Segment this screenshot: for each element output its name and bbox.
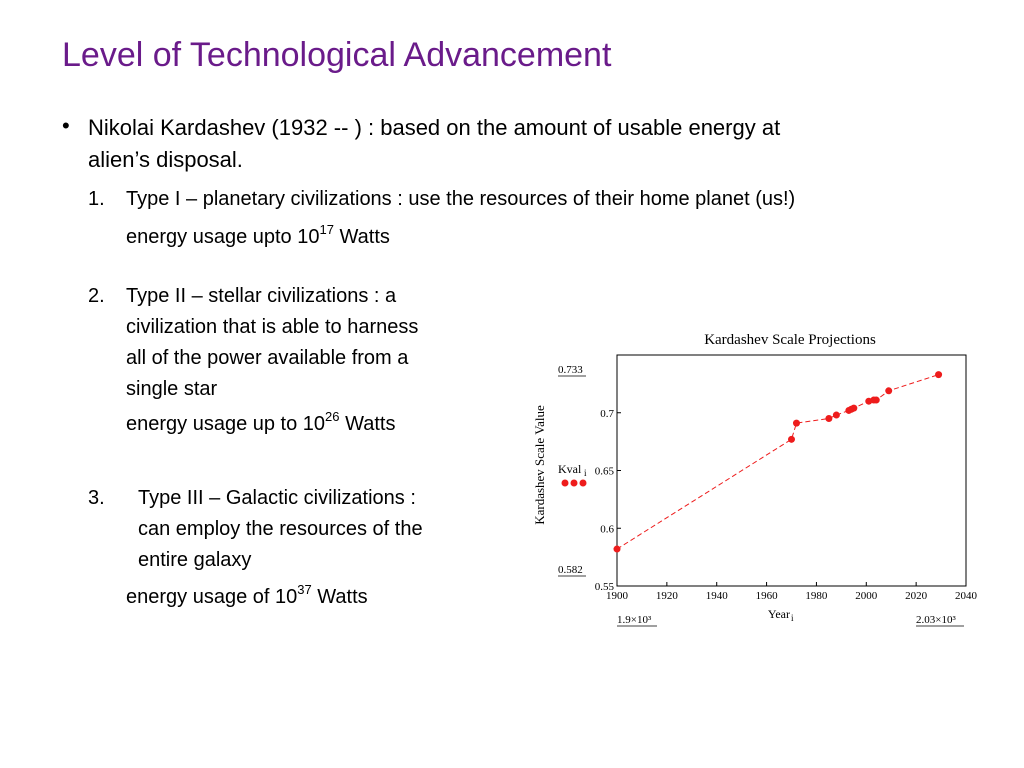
page-title: Level of Technological Advancement <box>62 36 612 74</box>
item2-line-2: civilization that is able to harness <box>126 316 419 338</box>
bullet-line-1: Nikolai Kardashev (1932 -- ) : based on … <box>88 115 781 140</box>
data-point <box>935 371 943 379</box>
bullet-line-2: alien’s disposal. <box>88 147 243 172</box>
item3-energy: energy usage of 1037 Watts <box>126 582 368 612</box>
item1-number: 1. <box>88 188 105 210</box>
legend-marker-2 <box>570 479 578 487</box>
data-point <box>788 435 795 443</box>
legend-label: Kval <box>558 462 582 476</box>
item3-line-2: can employ the resources of the <box>138 518 423 540</box>
x-tick-label: 1900 <box>606 590 629 602</box>
item3-energy-prefix: energy usage of 10 <box>126 586 298 608</box>
y-axis-label: Kardashev Scale Value <box>532 405 547 525</box>
x-range-right-label: 2.03×10³ <box>916 614 956 626</box>
item2-energy: energy usage up to 1026 Watts <box>126 409 395 439</box>
item2-number: 2. <box>88 285 105 307</box>
kardashev-chart: Kardashev Scale Projections Kardashev Sc… <box>532 332 978 627</box>
data-point <box>872 396 880 404</box>
data-point <box>792 419 800 427</box>
data-point <box>850 404 858 412</box>
legend-marker-3 <box>579 479 587 487</box>
x-tick-label: 2020 <box>905 590 928 602</box>
item2-energy-exp: 26 <box>325 409 340 424</box>
x-tick-label: 1940 <box>706 590 729 602</box>
axis-ticks: 1900 1920 1940 1960 1980 2000 2020 2040 0.55 0.6 0… <box>595 408 978 602</box>
item1-text: Type I – planetary civilizations : use t… <box>126 188 796 210</box>
y-tick-label: 0.6 <box>600 523 614 535</box>
legend-label-subscript: i <box>584 468 587 478</box>
chart-title: Kardashev Scale Projections <box>704 332 876 348</box>
series-line <box>616 374 939 550</box>
data-point <box>885 387 893 395</box>
item3-line-1: Type III – Galactic civilizations : <box>138 487 416 509</box>
y-range-bottom-label: 0.582 <box>558 564 583 576</box>
x-axis-label: Year i <box>768 607 794 623</box>
item3-number: 3. <box>88 487 105 509</box>
x-tick-label: 2040 <box>955 590 978 602</box>
bullet-dot: • <box>62 113 70 138</box>
item3-energy-suffix: Watts <box>311 586 368 608</box>
item1-energy-exp: 17 <box>319 222 334 237</box>
x-tick-label: 1960 <box>756 590 779 602</box>
item1-energy-suffix: Watts <box>333 226 390 248</box>
y-axis-label-group: Kardashev Scale Value <box>532 405 547 525</box>
item2-energy-suffix: Watts <box>339 413 396 435</box>
item2-line-1: Type II – stellar civilizations : a <box>126 285 397 307</box>
x-tick-label: 1920 <box>656 590 679 602</box>
plot-frame <box>616 354 967 587</box>
item3-energy-exp: 37 <box>297 582 312 597</box>
y-tick-label: 0.55 <box>595 581 615 593</box>
item1-energy-prefix: energy usage upto 10 <box>126 226 320 248</box>
x-axis-label-text: Year <box>768 607 790 621</box>
legend-marker-1 <box>561 479 569 487</box>
data-point <box>613 545 621 553</box>
item2-energy-prefix: energy usage up to 10 <box>126 413 326 435</box>
x-tick-label: 2000 <box>855 590 878 602</box>
item1-energy: energy usage upto 1017 Watts <box>126 222 390 252</box>
data-point <box>832 411 840 419</box>
x-axis-label-subscript: i <box>791 613 794 623</box>
legend: Kval i <box>558 462 587 487</box>
x-tick-label: 1980 <box>805 590 828 602</box>
item2-line-3: all of the power available from a <box>126 347 409 369</box>
data-point <box>825 415 833 423</box>
series-layer <box>613 371 943 553</box>
item2-line-4: single star <box>126 378 218 400</box>
y-tick-label: 0.65 <box>595 466 615 478</box>
item3-line-3: entire galaxy <box>138 549 252 571</box>
x-range-left-label: 1.9×10³ <box>617 614 652 626</box>
y-range-top-label: 0.733 <box>558 364 583 376</box>
y-tick-label: 0.7 <box>600 408 614 420</box>
